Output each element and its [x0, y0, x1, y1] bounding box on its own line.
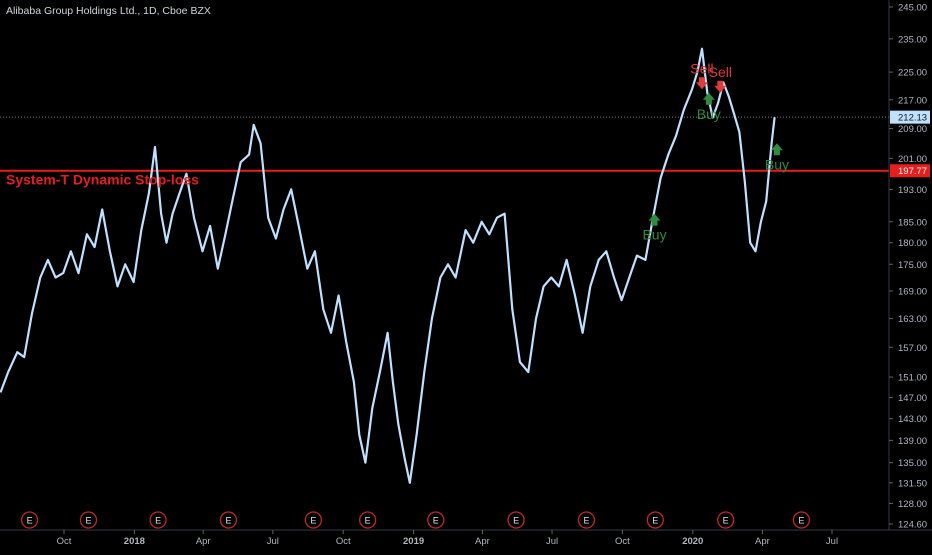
earnings-marker-label: E: [723, 516, 729, 526]
sell-signal-label: Sell: [709, 64, 732, 80]
y-tick-label: 157.00: [898, 343, 927, 354]
y-tick-label: 225.00: [898, 68, 927, 79]
earnings-marker-label: E: [27, 516, 33, 526]
earnings-marker[interactable]: [304, 511, 323, 529]
earnings-marker-label: E: [365, 516, 371, 526]
x-tick-label: 2018: [124, 536, 145, 547]
stop-loss-badge: [890, 164, 930, 178]
earnings-marker[interactable]: [219, 511, 238, 529]
y-tick-label: 245.00: [898, 3, 927, 14]
x-tick-label: Jul: [546, 536, 558, 547]
x-tick-label: 2019: [403, 536, 424, 547]
x-tick-label: Apr: [475, 536, 490, 547]
buy-signal-arrow: [702, 92, 715, 105]
y-tick-label: 128.00: [898, 499, 927, 510]
stop-loss-label: System-T Dynamic Stop-loss: [6, 172, 199, 188]
y-tick-label: 201.00: [898, 154, 927, 165]
earnings-marker-label: E: [513, 516, 519, 526]
y-tick-label: 209.00: [898, 124, 927, 135]
chart-title: Alibaba Group Holdings Ltd., 1D, Cboe BZ…: [6, 5, 211, 17]
y-tick-label: 147.00: [898, 393, 927, 404]
sell-signal-arrow: [714, 80, 727, 93]
y-tick-label: 185.00: [898, 217, 927, 228]
y-tick-label: 135.00: [898, 458, 927, 469]
stop-loss-badge-text: 197.77: [898, 166, 927, 177]
earnings-marker-label: E: [310, 516, 316, 526]
earnings-marker-label: E: [225, 516, 231, 526]
earnings-marker-label: E: [85, 516, 91, 526]
y-tick-label: 143.00: [898, 414, 927, 425]
earnings-marker[interactable]: [577, 511, 596, 529]
sell-signal-label: Sell: [690, 60, 713, 76]
y-tick-label: 217.00: [898, 95, 927, 106]
price-series-line: [0, 47, 776, 484]
x-tick-label: Oct: [336, 536, 351, 547]
buy-signal-label: Buy: [642, 227, 666, 243]
x-tick-label: Apr: [755, 536, 770, 547]
x-tick-label: Jul: [267, 536, 279, 547]
y-tick-label: 169.00: [898, 286, 927, 297]
earnings-marker[interactable]: [792, 511, 811, 529]
y-tick-label: 175.00: [898, 260, 927, 271]
earnings-marker-label: E: [155, 516, 161, 526]
earnings-marker-label: E: [433, 516, 439, 526]
x-tick-label: Apr: [196, 536, 211, 547]
x-tick-label: Jul: [826, 536, 838, 547]
earnings-marker[interactable]: [507, 511, 525, 529]
y-tick-label: 131.50: [898, 478, 927, 489]
buy-signal-label: Buy: [765, 156, 789, 172]
y-tick-label: 124.60: [898, 520, 927, 531]
y-tick-label: 193.00: [898, 185, 927, 196]
earnings-marker[interactable]: [717, 511, 735, 529]
y-tick-label: 139.00: [898, 436, 927, 447]
earnings-marker[interactable]: [359, 511, 377, 529]
earnings-marker-label: E: [652, 516, 658, 526]
y-tick-label: 163.00: [898, 314, 927, 325]
current-price-badge: [890, 110, 930, 124]
earnings-marker[interactable]: [149, 511, 167, 529]
y-tick-label: 180.00: [898, 238, 927, 249]
earnings-marker[interactable]: [427, 511, 445, 529]
earnings-marker-label: E: [583, 516, 589, 526]
x-tick-label: Oct: [615, 536, 630, 547]
x-tick-label: Oct: [57, 536, 72, 547]
buy-signal-arrow: [648, 213, 661, 226]
earnings-marker-label: E: [798, 516, 804, 526]
buy-signal-arrow: [770, 143, 783, 156]
buy-signal-label: Buy: [697, 106, 721, 122]
x-tick-label: 2020: [682, 536, 703, 547]
y-tick-label: 151.00: [898, 373, 927, 384]
current-price-badge-text: 212.13: [898, 113, 927, 124]
y-tick-label: 235.00: [898, 34, 927, 45]
earnings-marker[interactable]: [20, 511, 39, 529]
earnings-marker[interactable]: [646, 511, 664, 529]
sell-signal-arrow: [695, 77, 708, 90]
earnings-marker[interactable]: [79, 511, 98, 529]
